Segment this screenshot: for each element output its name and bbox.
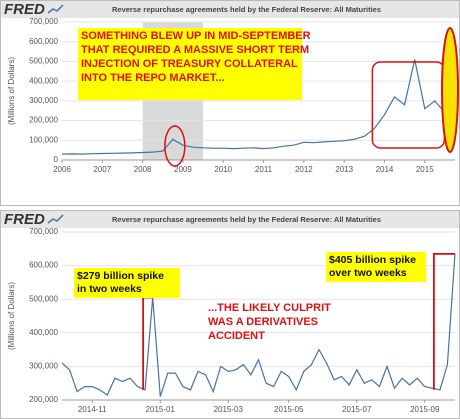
highlight-oval	[441, 27, 459, 153]
brand-logo: FRED	[4, 1, 45, 18]
annotation-highlight	[78, 28, 302, 100]
y-tick-label: 700,000	[29, 227, 58, 236]
x-tick-label: 2013	[335, 165, 353, 174]
y-tick-label: 400,000	[29, 76, 58, 85]
x-tick-label: 2015	[416, 165, 434, 174]
x-tick-label: 2014	[376, 165, 394, 174]
y-tick-label: 500,000	[29, 294, 58, 303]
x-tick-label: 2015-01	[146, 405, 176, 414]
header-bar	[1, 1, 459, 18]
x-tick-label: 2015-07	[342, 405, 372, 414]
y-tick-label: 500,000	[29, 57, 58, 66]
header-bar	[1, 211, 459, 228]
annotation-text: $405 billion spike	[329, 254, 416, 266]
y-tick-label: 600,000	[29, 261, 58, 270]
x-tick-label: 2010	[214, 165, 232, 174]
annotation-text: INTO THE REPO MARKET...	[81, 72, 224, 84]
data-line	[61, 253, 456, 397]
y-tick-label: 200,000	[29, 116, 58, 125]
y-tick-label: 200,000	[29, 395, 58, 404]
y-tick-label: 600,000	[29, 37, 58, 46]
x-tick-label: 2009	[174, 165, 192, 174]
panel-frame	[0, 210, 460, 419]
annotation-highlight	[326, 252, 426, 282]
annotation-highlight	[74, 268, 180, 298]
annotation-text: THAT REQUIRED A MASSIVE SHORT TERM	[81, 44, 309, 56]
chart-title: Reverse repurchase agreements held by th…	[112, 215, 381, 224]
y-tick-label: 700,000	[29, 17, 58, 26]
highlight-circle	[164, 125, 186, 167]
x-tick-label: 2015-03	[214, 405, 244, 414]
annotation-text: ...THE LIKELY CULPRIT	[208, 302, 331, 314]
y-tick-label: 0	[54, 155, 59, 164]
brand-icon	[47, 4, 64, 14]
annotation-text: in two weeks	[77, 283, 142, 295]
x-tick-label: 2007	[93, 165, 111, 174]
y-axis-label: (Millions of Dollars)	[7, 57, 16, 125]
x-tick-label: 2012	[295, 165, 313, 174]
x-tick-label: 2015-09	[410, 405, 440, 414]
y-tick-label: 300,000	[29, 96, 58, 105]
brand-logo: FRED	[4, 211, 45, 228]
spike-bracket	[432, 252, 455, 390]
y-tick-label: 400,000	[29, 328, 58, 337]
x-tick-label: 2015-05	[274, 405, 304, 414]
brand-icon	[47, 214, 64, 224]
y-axis-label: (Millions of Dollars)	[7, 282, 16, 350]
x-tick-label: 2011	[255, 165, 273, 174]
annotation-text: over two weeks	[329, 267, 407, 279]
data-line	[61, 59, 456, 155]
x-tick-label: 2014-11	[78, 405, 107, 414]
annotation-text: SOMETHING BLEW UP IN MID-SEPTEMBER	[81, 30, 311, 42]
y-tick-label: 100,000	[29, 135, 58, 144]
chart-title: Reverse repurchase agreements held by th…	[112, 5, 381, 14]
annotation-text: $279 billion spike	[77, 270, 164, 282]
x-tick-label: 2006	[53, 165, 71, 174]
annotation-text: WAS A DERIVATIVES	[208, 316, 318, 328]
annotation-text: INJECTION OF TREASURY COLLATERAL	[81, 58, 298, 70]
y-tick-label: 300,000	[29, 362, 58, 371]
x-tick-label: 2008	[134, 165, 152, 174]
annotation-text: ACCIDENT	[208, 330, 265, 342]
